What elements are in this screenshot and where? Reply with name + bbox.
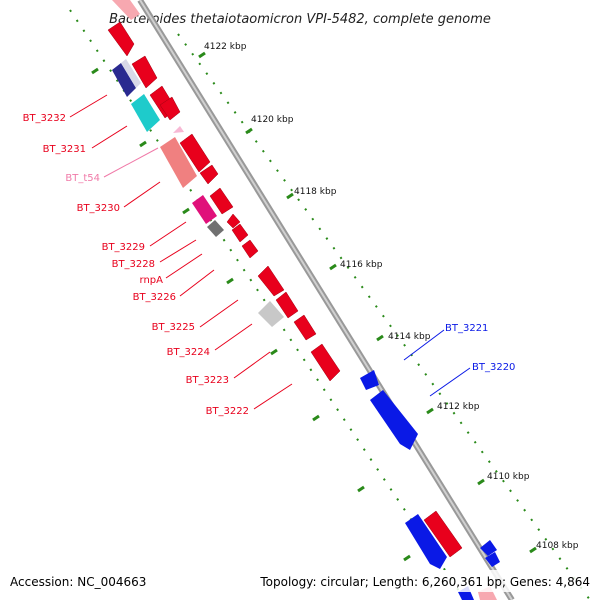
gene-label-bt3220: BT_3220 (472, 362, 515, 373)
tick-mark (403, 554, 411, 562)
tick-mark (357, 485, 365, 493)
tick-mark (245, 127, 253, 135)
gene-block-cyan (131, 94, 160, 132)
gene-arrow (131, 55, 158, 89)
tick-mark (426, 407, 434, 415)
tick-mark (91, 67, 99, 75)
gene-label-bt3232: BT_3232 (23, 113, 66, 124)
tick-label: 4116 kbp (340, 260, 383, 270)
gene-arrow (199, 164, 219, 185)
gene-label-bt3224: BT_3224 (167, 347, 210, 358)
reverse-strand-genes (107, 0, 497, 600)
tick-mark (198, 51, 206, 59)
gene-arrow (231, 223, 249, 243)
genome-summary-text: Topology: circular; Length: 6,260,361 bp… (259, 575, 590, 589)
leader-line (123, 181, 161, 208)
gene-arrow (423, 510, 463, 558)
gene-label-bt3230: BT_3230 (77, 203, 120, 214)
gene-label-bt3231: BT_3231 (43, 144, 86, 155)
gene-label-bt3229: BT_3229 (102, 242, 145, 253)
gene-arrow (485, 552, 500, 567)
tick-mark (376, 334, 384, 342)
tick-label: 4122 kbp (204, 42, 247, 52)
leader-line (149, 221, 187, 247)
gene-arrow-bt3221 (360, 370, 379, 390)
gene-block-dark-blue (112, 63, 136, 97)
tick-mark (270, 348, 278, 356)
gene-arrow-bt3220 (370, 390, 418, 450)
tick-mark (139, 140, 147, 148)
leader-line (199, 299, 239, 328)
gene-label-rnpa: rnpA (140, 275, 164, 286)
leader-line (69, 94, 108, 118)
gene-label-bt-t54: BT_t54 (65, 173, 100, 184)
tick-label: 4110 kbp (487, 472, 530, 482)
gene-arrow (275, 291, 299, 319)
trna-marker (173, 126, 184, 133)
leader-line (214, 323, 253, 351)
feature-blocks (112, 59, 284, 327)
tick-label: 4112 kbp (437, 402, 480, 412)
leader-line (91, 125, 128, 149)
gene-block-light-gray-2 (258, 301, 284, 327)
leader-lines (69, 94, 471, 410)
gene-label-bt3226: BT_3226 (133, 292, 176, 303)
gene-arrow-top-faded (112, 0, 140, 20)
gene-label-bt3223: BT_3223 (186, 375, 229, 386)
tick-mark (329, 263, 337, 271)
forward-strand-genes (360, 370, 500, 600)
tick-label: 4108 kbp (536, 541, 579, 551)
tick-mark (529, 546, 537, 554)
gene-label-bt3225: BT_3225 (152, 322, 195, 333)
gene-block-salmon (160, 137, 197, 188)
gene-label-bt3221: BT_3221 (445, 323, 488, 334)
outer-dotted-track (177, 33, 591, 600)
tick-mark (182, 207, 190, 215)
footer-bg (0, 570, 600, 592)
gene-arrow (241, 239, 259, 259)
gene-arrow (405, 514, 447, 569)
gene-arrow (480, 540, 497, 556)
gene-arrow (226, 213, 241, 229)
leader-line (179, 269, 215, 297)
leader-line (165, 253, 203, 279)
gene-arrow-bt3231 (159, 96, 181, 121)
leader-line (103, 147, 159, 178)
leader-line (159, 239, 197, 263)
gene-arrow (310, 343, 341, 382)
gene-label-bt3222: BT_3222 (206, 406, 249, 417)
gene-block-magenta (192, 195, 217, 224)
leader-line (429, 367, 471, 397)
gene-arrow (179, 133, 211, 173)
gene-arrow-bottom-faded (478, 586, 497, 600)
tick-mark (226, 277, 234, 285)
gene-arrow (458, 586, 474, 600)
leader-line (253, 383, 293, 410)
tick-label: 4114 kbp (388, 332, 431, 342)
gene-arrow (257, 265, 285, 297)
gene-arrow (293, 314, 317, 341)
accession-text: Accession: NC_004663 (10, 575, 146, 589)
genome-backbone-highlight (139, 0, 513, 600)
gene-arrow (209, 187, 234, 215)
leader-line (403, 329, 445, 361)
tick-mark (286, 192, 294, 200)
kbp-ticks (91, 51, 537, 562)
map-title: Bacteroides thetaiotaomicron VPI-5482, c… (109, 12, 491, 27)
gene-block-gray (207, 220, 224, 237)
tick-label: 4120 kbp (251, 115, 294, 125)
gene-label-bt3228: BT_3228 (112, 259, 155, 270)
gene-arrow (107, 21, 135, 57)
gene-block-light-gray (121, 59, 141, 88)
tick-mark (477, 478, 485, 486)
tick-mark (312, 414, 320, 422)
tick-label: 4118 kbp (294, 187, 337, 197)
leader-line (233, 351, 271, 379)
